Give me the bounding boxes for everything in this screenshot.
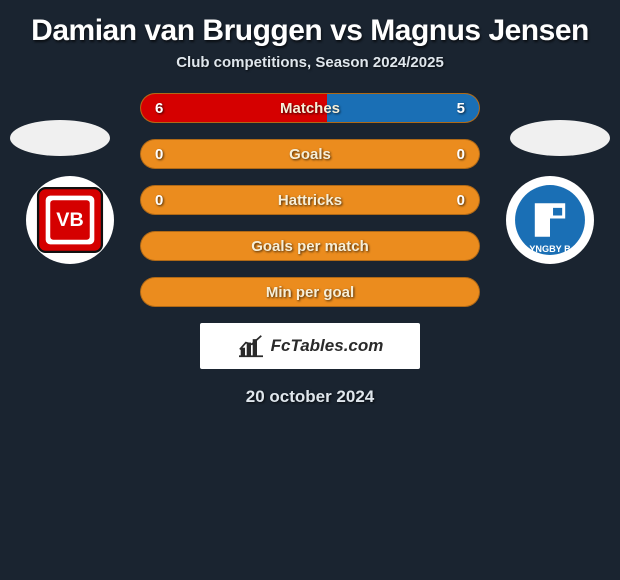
club-crest-left-icon: VB [32, 182, 108, 258]
stat-value-right: 0 [457, 192, 465, 209]
stat-label: Goals per match [251, 238, 369, 255]
page-title: Damian van Bruggen vs Magnus Jensen [0, 0, 620, 54]
stat-label: Matches [280, 100, 340, 117]
chart-icon [237, 334, 265, 358]
stat-label: Min per goal [266, 284, 354, 301]
flag-right [510, 120, 610, 156]
stats-container: 6 Matches 5 0 Goals 0 0 Hattricks 0 Goals per mat… [140, 93, 480, 307]
svg-text:VB: VB [56, 209, 83, 231]
stat-value-left: 0 [155, 146, 163, 163]
stat-value-right: 5 [457, 100, 465, 117]
stat-row: Min per goal [140, 277, 480, 307]
stat-value-right: 0 [457, 146, 465, 163]
svg-text:YNGBY B: YNGBY B [529, 244, 571, 254]
club-crest-right-icon: YNGBY B [512, 182, 588, 258]
stat-value-left: 0 [155, 192, 163, 209]
club-logo-right: YNGBY B [506, 176, 594, 264]
stat-row: 0 Hattricks 0 [140, 185, 480, 215]
stat-value-left: 6 [155, 100, 163, 117]
stat-label: Hattricks [278, 192, 342, 209]
watermark: FcTables.com [200, 323, 420, 369]
flag-left [10, 120, 110, 156]
stat-row: Goals per match [140, 231, 480, 261]
club-logo-left: VB [26, 176, 114, 264]
stat-label: Goals [289, 146, 331, 163]
stat-row: 6 Matches 5 [140, 93, 480, 123]
stat-row: 0 Goals 0 [140, 139, 480, 169]
watermark-text: FcTables.com [271, 336, 384, 356]
subtitle: Club competitions, Season 2024/2025 [0, 54, 620, 71]
date-text: 20 october 2024 [0, 387, 620, 407]
